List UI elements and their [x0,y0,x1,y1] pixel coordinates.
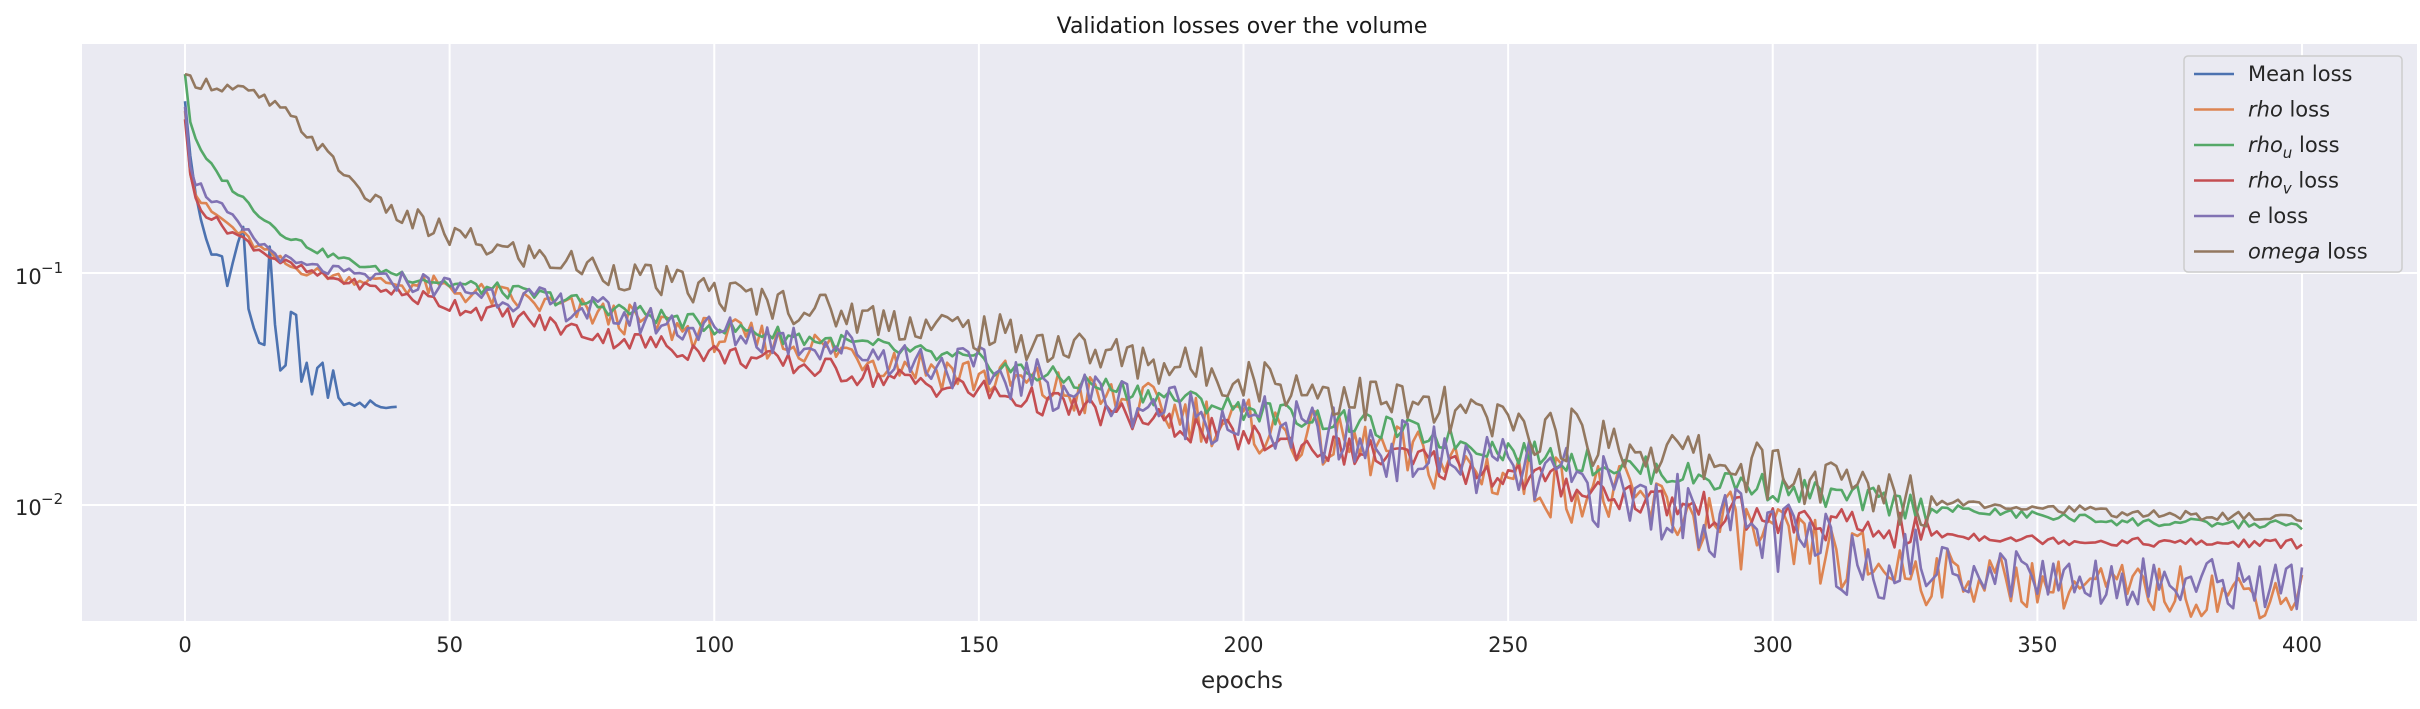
x-tick-label: 300 [1753,633,1793,657]
legend-item: rhov loss [2194,169,2339,198]
series-line-e-loss [183,106,2304,611]
legend: Mean loss rho loss rhou loss rhov loss e los… [2183,55,2403,273]
legend-label: rhou loss [2248,133,2340,162]
legend-box [2183,55,2403,273]
legend-label: Mean loss [2248,62,2352,86]
chart-title: Validation losses over the volume [1057,14,1428,39]
svg-text:−2: −2 [41,490,63,508]
legend-label: e loss [2248,204,2308,228]
plot-area [82,44,2417,621]
x-tick-label: 100 [694,633,734,657]
series-line-mean-loss [183,101,397,410]
legend-item: e loss [2194,204,2308,228]
x-tick-labels: 0 50 100 150 200 250 300 350 400 [178,633,2322,657]
series-line-omega-loss [184,72,2303,528]
x-axis-label: epochs [1201,668,1283,694]
legend-label: omega loss [2248,240,2368,264]
x-tick-label: 50 [436,633,463,657]
x-tick-label: 250 [1488,633,1528,657]
series-line-rho-u-loss [183,73,2303,531]
y-tick-labels: 10 −1 10 −2 [15,259,63,520]
x-tick-label: 400 [2282,633,2322,657]
legend-item: rho loss [2194,98,2330,122]
legend-item: omega loss [2194,240,2368,264]
svg-text:10: 10 [15,265,42,289]
legend-item: rhou loss [2194,133,2340,162]
x-tick-label: 150 [959,633,999,657]
x-tick-label: 350 [2017,633,2057,657]
x-tick-label: 200 [1223,633,1263,657]
series-line-rho-v-loss [183,119,2303,550]
legend-item: Mean loss [2194,62,2352,86]
legend-label: rho loss [2248,98,2330,122]
series-layer [183,72,2304,620]
legend-label: rhov loss [2248,169,2339,198]
x-tick-label: 0 [178,633,191,657]
svg-text:−1: −1 [41,259,63,277]
grid [82,44,2417,621]
y-tick-label-1e-2: 10 −2 [15,490,63,520]
svg-text:10: 10 [15,496,42,520]
y-tick-label-1e-1: 10 −1 [15,259,63,289]
